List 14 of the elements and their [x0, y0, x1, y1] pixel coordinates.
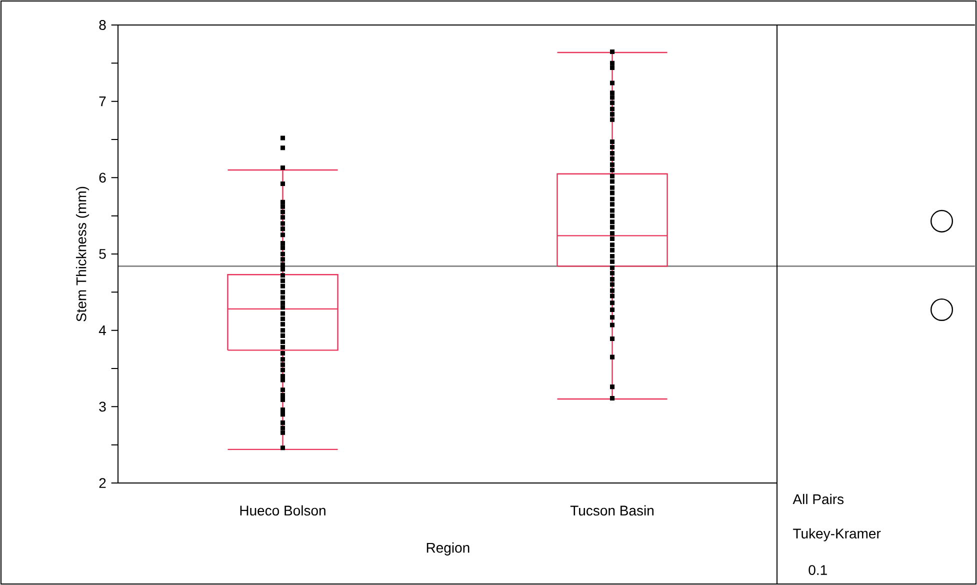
- x-tick-label: Hueco Bolson: [240, 505, 326, 516]
- x-axis-title: Region: [426, 542, 470, 556]
- y-axis-title: Stem Thickness (mm): [76, 186, 90, 322]
- y-tick-label: 8: [99, 20, 106, 30]
- y-tick-label: 2: [99, 478, 106, 488]
- text: Tukey-Kramer: [793, 528, 881, 542]
- y-tick-label: 6: [99, 172, 106, 183]
- y-tick-label: 3: [99, 402, 106, 412]
- y-tick-label: 5: [99, 249, 106, 259]
- text: All Pairs: [792, 494, 844, 504]
- text: 0.1: [808, 565, 827, 575]
- y-tick-label: 4: [98, 326, 106, 336]
- y-tick-label: 7: [99, 96, 106, 106]
- x-tick-label: Tucson Basin: [570, 505, 654, 516]
